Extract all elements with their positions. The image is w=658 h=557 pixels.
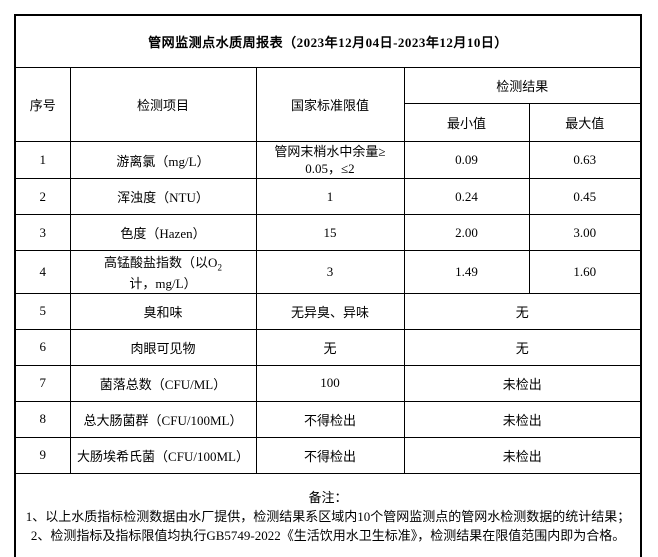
table-row: 2 浑浊度（NTU） 1 0.24 0.45 bbox=[14, 178, 642, 215]
table-row: 1 游离氯（mg/L） 管网末梢水中余量≥ 0.05，≤2 0.09 0.63 bbox=[14, 141, 642, 179]
table-row: 9 大肠埃希氏菌（CFU/100ML） 不得检出 未检出 bbox=[14, 436, 642, 474]
header-row-sub: 最小值 最大值 bbox=[15, 103, 642, 142]
cell-result-merged: 无 bbox=[403, 328, 642, 366]
notes-label: 备注： bbox=[308, 490, 348, 506]
cell-item: 菌落总数（CFU/ML） bbox=[69, 364, 257, 402]
cell-item: 色度（Hazen） bbox=[69, 214, 257, 251]
header-no: 序号 bbox=[14, 67, 71, 142]
notes-section: 备注： 1、以上水质指标检测数据由水厂提供，检测结果系区域内10个管网监测点的管… bbox=[14, 472, 642, 557]
header-item: 检测项目 bbox=[69, 67, 257, 142]
header-result-group: 检测结果 bbox=[403, 67, 642, 104]
cell-item: 游离氯（mg/L） bbox=[69, 141, 257, 179]
cell-min: 0.09 bbox=[403, 141, 530, 179]
cell-max: 0.63 bbox=[528, 141, 642, 179]
table-row: 4 高锰酸盐指数（以O2计，mg/L） 3 1.49 1.60 bbox=[14, 250, 642, 294]
cell-item: 高锰酸盐指数（以O2计，mg/L） bbox=[69, 250, 257, 294]
water-quality-table: 管网监测点水质周报表（2023年12月04日-2023年12月10日） 序号 检… bbox=[14, 14, 643, 557]
cell-no: 9 bbox=[14, 436, 71, 474]
notes-line-2: 2、检测指标及指标限值均执行GB5749-2022《生活饮用水卫生标准》，检测结… bbox=[30, 528, 626, 544]
table-row: 3 色度（Hazen） 15 2.00 3.00 bbox=[14, 214, 642, 251]
cell-standard: 管网末梢水中余量≥ 0.05，≤2 bbox=[255, 141, 405, 179]
cell-item: 浑浊度（NTU） bbox=[69, 178, 257, 215]
notes-row: 备注： 1、以上水质指标检测数据由水厂提供，检测结果系区域内10个管网监测点的管… bbox=[14, 472, 642, 557]
cell-standard: 100 bbox=[255, 364, 405, 402]
header-min: 最小值 bbox=[403, 103, 530, 142]
cell-item: 大肠埃希氏菌（CFU/100ML） bbox=[69, 436, 257, 474]
cell-max: 3.00 bbox=[528, 214, 642, 251]
cell-item: 肉眼可见物 bbox=[69, 328, 257, 366]
cell-item: 臭和味 bbox=[69, 292, 257, 330]
table-row: 8 总大肠菌群（CFU/100ML） 不得检出 未检出 bbox=[14, 400, 642, 438]
cell-min: 1.49 bbox=[403, 250, 530, 294]
cell-no: 5 bbox=[14, 292, 71, 330]
cell-max: 1.60 bbox=[528, 250, 642, 294]
cell-min: 2.00 bbox=[403, 214, 530, 251]
header-row-top: 序号 检测项目 国家标准限值 检测结果 bbox=[14, 67, 642, 142]
header-max: 最大值 bbox=[528, 103, 642, 142]
cell-no: 4 bbox=[14, 250, 71, 294]
cell-result-merged: 无 bbox=[403, 292, 642, 330]
cell-standard: 15 bbox=[255, 214, 405, 251]
standard-line-2: 0.05，≤2 bbox=[305, 161, 355, 176]
subscript-2: 2 bbox=[217, 262, 222, 273]
cell-standard: 无异臭、异味 bbox=[255, 292, 405, 330]
cell-result-merged: 未检出 bbox=[403, 436, 642, 474]
table-row: 5 臭和味 无异臭、异味 无 bbox=[14, 292, 642, 330]
cell-result-merged: 未检出 bbox=[403, 400, 642, 438]
cell-standard: 不得检出 bbox=[255, 436, 405, 474]
cell-no: 3 bbox=[14, 214, 71, 251]
header-standard: 国家标准限值 bbox=[255, 67, 405, 142]
cell-result-merged: 未检出 bbox=[403, 364, 642, 402]
cell-standard: 无 bbox=[255, 328, 405, 366]
cell-no: 2 bbox=[14, 178, 71, 215]
cell-no: 8 bbox=[14, 400, 71, 438]
cell-no: 1 bbox=[14, 141, 71, 179]
standard-line-1: 管网末梢水中余量≥ bbox=[274, 144, 386, 159]
cell-standard: 1 bbox=[255, 178, 405, 215]
title-row: 管网监测点水质周报表（2023年12月04日-2023年12月10日） bbox=[14, 14, 642, 68]
table-row: 6 肉眼可见物 无 无 bbox=[14, 328, 642, 366]
table-row: 7 菌落总数（CFU/ML） 100 未检出 bbox=[14, 364, 642, 402]
cell-standard: 3 bbox=[255, 250, 405, 294]
notes-line-1: 1、以上水质指标检测数据由水厂提供，检测结果系区域内10个管网监测点的管网水检测… bbox=[25, 509, 631, 525]
cell-item: 总大肠菌群（CFU/100ML） bbox=[69, 400, 257, 438]
cell-max: 0.45 bbox=[528, 178, 642, 215]
cell-no: 6 bbox=[14, 328, 71, 366]
cell-no: 7 bbox=[14, 364, 71, 402]
cell-standard: 不得检出 bbox=[255, 400, 405, 438]
cell-min: 0.24 bbox=[403, 178, 530, 215]
report-title: 管网监测点水质周报表（2023年12月04日-2023年12月10日） bbox=[14, 14, 642, 68]
